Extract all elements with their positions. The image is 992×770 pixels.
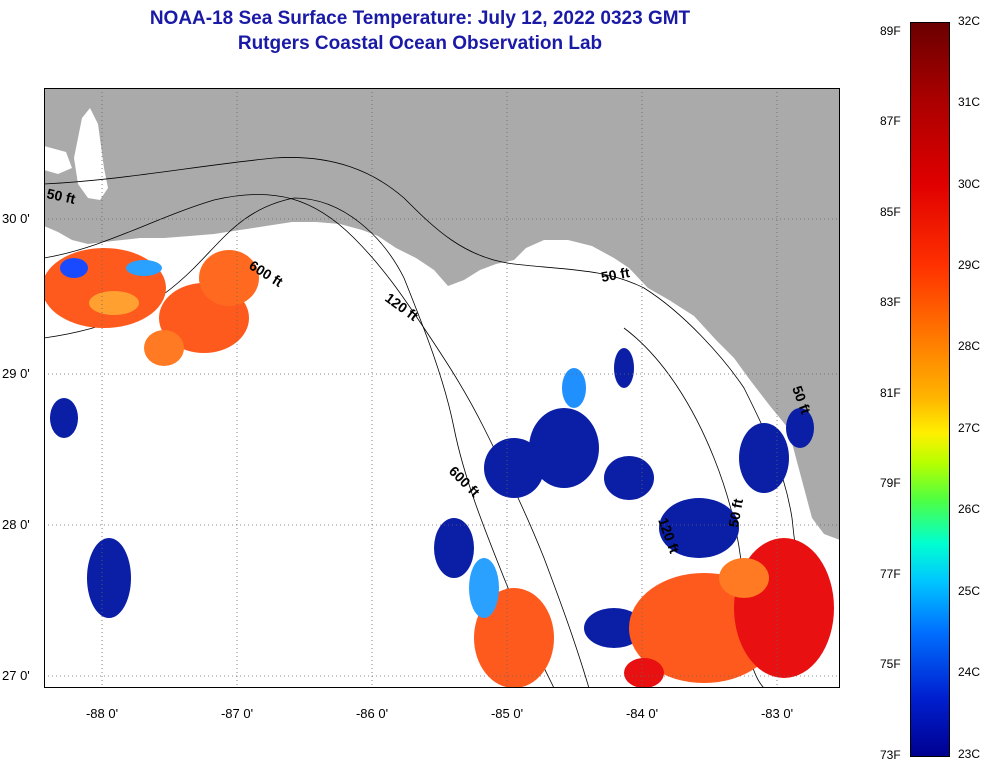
lat-label: 27 0'	[2, 668, 30, 683]
sst-cool-patches	[50, 348, 814, 648]
colorbar-f-label: 79F	[880, 476, 901, 490]
colorbar-f-label: 75F	[880, 657, 901, 671]
colorbar-c-label: 28C	[958, 339, 981, 353]
colorbar-c-label: 23C	[958, 747, 981, 761]
contour-120ft-line	[44, 194, 590, 688]
land-mass	[44, 88, 840, 540]
contour-label: 50 ft	[45, 185, 77, 207]
colorbar-c-label: 25C	[958, 584, 981, 598]
colorbar-c-label: 29C	[958, 258, 981, 272]
colorbar-f-label: 87F	[880, 114, 901, 128]
sst-map: 50 ft 600 ft 120 ft 50 ft 600 ft 120 ft …	[44, 88, 840, 688]
bay-notch	[74, 108, 108, 200]
colorbar-f-label: 77F	[880, 567, 901, 581]
bay-notch-2	[44, 146, 72, 174]
lat-label: 30 0'	[2, 211, 30, 226]
colorbar-c-label: 31C	[958, 95, 981, 109]
grid-lines	[44, 88, 840, 688]
colorbar-f-label: 81F	[880, 386, 901, 400]
map-frame	[44, 88, 840, 688]
colorbar-f-label: 85F	[880, 205, 901, 219]
lon-label: -86 0'	[355, 706, 389, 721]
lon-label: -85 0'	[490, 706, 524, 721]
colorbar-c-label: 32C	[958, 14, 981, 28]
sst-warm-region-south	[469, 538, 834, 688]
contour-600ft-line	[44, 197, 555, 688]
sst-warm-region-west	[44, 248, 259, 366]
colorbar-c-label: 26C	[958, 502, 981, 516]
colorbar-f-label: 73F	[880, 748, 901, 762]
colorbar-f-label: 89F	[880, 24, 901, 38]
lat-label: 29 0'	[2, 366, 30, 381]
contour-label: 50 ft	[600, 264, 631, 285]
title-line-2: Rutgers Coastal Ocean Observation Lab	[237, 33, 603, 54]
lon-label: -87 0'	[220, 706, 254, 721]
contour-50ft-line	[44, 157, 815, 649]
temperature-colorbar	[910, 22, 950, 757]
colorbar-c-label: 27C	[958, 421, 981, 435]
lon-label: -84 0'	[625, 706, 659, 721]
colorbar-c-label: 24C	[958, 665, 981, 679]
lon-label: -83 0'	[760, 706, 794, 721]
lon-label: -88 0'	[85, 706, 119, 721]
title-line-1: NOAA-18 Sea Surface Temperature: July 12…	[149, 8, 691, 29]
colorbar-c-label: 30C	[958, 177, 981, 191]
contour-label: 50 ft	[725, 497, 746, 528]
lat-label: 28 0'	[2, 517, 30, 532]
colorbar-f-label: 83F	[880, 295, 901, 309]
